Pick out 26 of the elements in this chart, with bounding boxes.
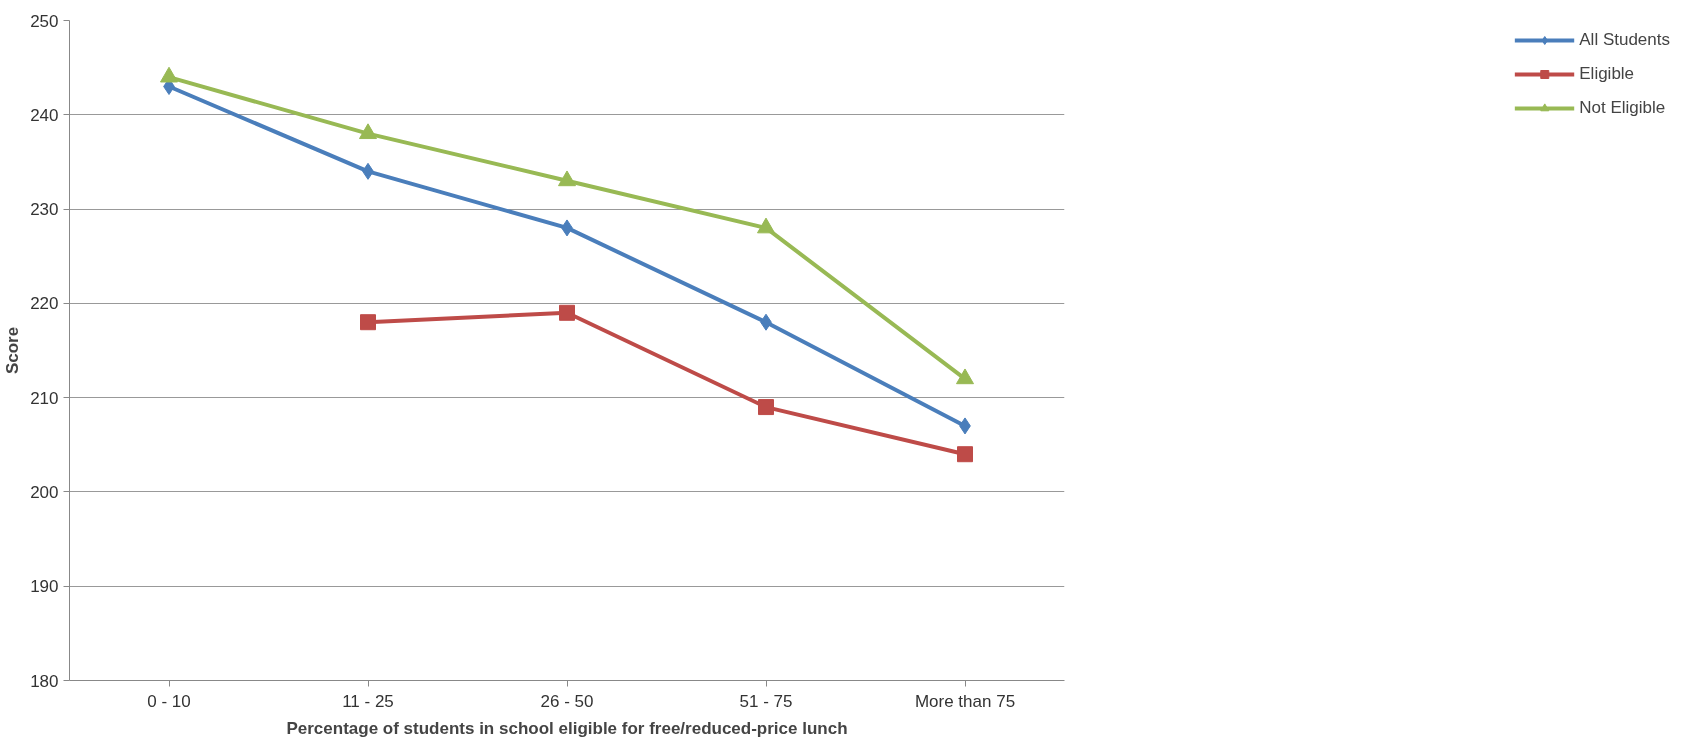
point xyxy=(758,399,774,416)
point xyxy=(160,66,178,83)
y-tick-label: 220 xyxy=(30,294,59,314)
legend-label: Not Eligible xyxy=(1579,98,1666,118)
y-axis-title: Score xyxy=(3,326,23,375)
legend-label: Eligible xyxy=(1579,64,1635,84)
point xyxy=(757,217,775,234)
y-tick-label: 180 xyxy=(30,671,59,691)
x-tick-label: More than 75 xyxy=(914,691,1016,711)
x-tick-label: 51 - 75 xyxy=(739,691,793,711)
point xyxy=(559,304,575,321)
x-axis-title: Percentage of students in school eligible for free/reduced-price lunch xyxy=(286,718,848,738)
x-tick-label: 11 - 25 xyxy=(342,691,394,711)
y-tick-label: 190 xyxy=(30,577,59,597)
point xyxy=(359,123,377,140)
y-tick-label: 200 xyxy=(30,482,59,502)
y-tick-label: 250 xyxy=(30,11,59,31)
point xyxy=(957,446,973,463)
y-tick-label: 240 xyxy=(30,105,59,125)
point xyxy=(558,170,576,187)
y-tick-label: 210 xyxy=(30,388,59,408)
x-tick-label: 0 - 10 xyxy=(147,691,191,711)
x-tick-label: 26 - 50 xyxy=(540,691,594,711)
legend-label: All Students xyxy=(1579,30,1670,50)
y-tick-label: 230 xyxy=(30,200,59,220)
point xyxy=(360,314,376,331)
